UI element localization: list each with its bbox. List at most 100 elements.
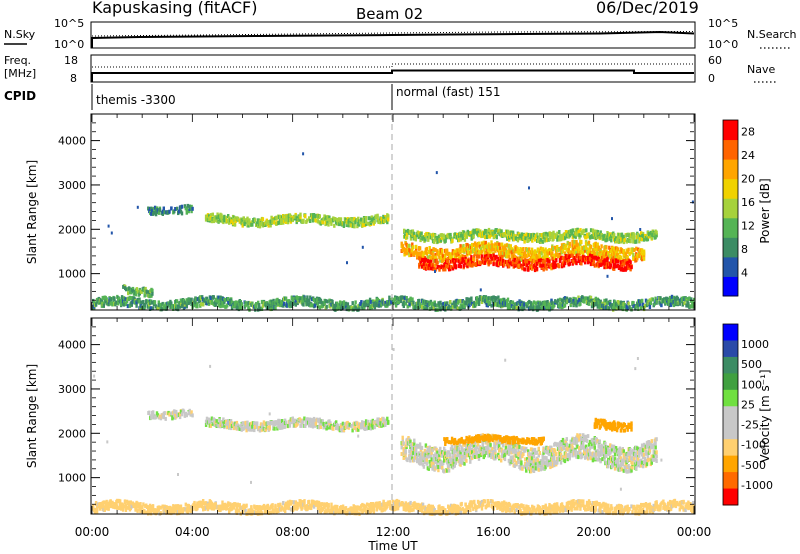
data-cell: [493, 441, 496, 446]
data-cell: [401, 295, 405, 300]
data-cell: [153, 205, 157, 210]
data-cell: [489, 249, 492, 254]
data-cell: [416, 251, 420, 256]
data-cell: [264, 427, 267, 432]
data-cell: [461, 257, 464, 262]
data-cell: [379, 418, 382, 422]
data-cell: [643, 303, 647, 308]
data-cell: [131, 286, 135, 291]
data-cell: [273, 220, 276, 225]
data-cell: [276, 297, 279, 302]
data-cell: [639, 251, 642, 256]
data-cell: [483, 260, 487, 265]
data-cell: [351, 428, 354, 433]
data-cell: [537, 236, 541, 241]
data-cell: [626, 260, 629, 265]
data-cell: [481, 443, 484, 448]
data-cell: [490, 455, 493, 459]
data-cell: [521, 255, 524, 260]
data-cell: [113, 296, 116, 301]
data-cell: [335, 426, 338, 431]
colorbar-swatch: [723, 198, 738, 219]
data-cell: [552, 260, 555, 264]
data-cell: [534, 237, 537, 242]
data-cell: [560, 237, 563, 242]
data-cell: [179, 409, 183, 414]
data-cell: [487, 253, 490, 258]
data-cell: [466, 243, 469, 247]
data-cell: [360, 219, 363, 224]
data-cell: [229, 426, 233, 431]
data-cell: [510, 247, 513, 252]
data-cell: [574, 258, 577, 263]
data-cell: [532, 300, 536, 305]
data-cell: [150, 300, 154, 305]
data-cell: [640, 305, 643, 310]
data-cell: [585, 296, 588, 301]
colorbar-swatch: [723, 178, 738, 199]
data-cell: [415, 448, 418, 452]
data-cell: [678, 301, 681, 306]
data-cell: [102, 301, 105, 306]
data-cell: [118, 296, 121, 301]
data-cell: [574, 234, 577, 239]
data-cell: [490, 452, 493, 457]
data-cell: [491, 446, 494, 451]
data-cell: [362, 421, 366, 425]
data-cell: [409, 453, 412, 458]
data-cell: [158, 207, 162, 212]
data-cell: [610, 238, 613, 243]
data-cell: [291, 416, 294, 421]
data-cell: [449, 252, 453, 257]
data-cell: [563, 303, 567, 308]
data-cell: [472, 232, 475, 236]
data-cell: [579, 233, 582, 238]
data-cell: [548, 237, 551, 242]
data-cell: [521, 307, 524, 312]
data-cell: [360, 217, 363, 222]
data-cell: [588, 253, 592, 258]
data-cell: [382, 423, 385, 428]
data-cell: [493, 231, 496, 236]
data-cell: [639, 234, 642, 239]
colorbar-swatch: [723, 139, 738, 160]
data-cell: [469, 446, 472, 451]
data-cell: [447, 468, 451, 473]
data-cell: [242, 216, 245, 221]
data-cell: [489, 442, 492, 447]
data-cell: [577, 295, 580, 300]
data-cell: [470, 296, 473, 301]
data-cell: [437, 301, 440, 306]
data-cell: [462, 230, 466, 235]
data-cell: [545, 305, 548, 310]
data-cell: [483, 453, 486, 458]
data-cell: [637, 303, 640, 308]
data-cell: [616, 247, 620, 252]
data-cell: [604, 302, 607, 307]
data-cell: [371, 299, 375, 304]
data-cell: [668, 298, 671, 303]
data-cell: [434, 267, 437, 272]
data-cell: [528, 252, 531, 257]
data-cell: [477, 230, 480, 235]
data-cell: [178, 415, 182, 420]
data-cell: [244, 425, 247, 430]
data-cell: [483, 450, 486, 455]
data-cell: [459, 299, 462, 303]
data-cell: [587, 240, 591, 245]
data-cell: [628, 305, 631, 310]
data-cell: [258, 224, 262, 229]
data-cell: [551, 234, 554, 239]
data-cell: [174, 207, 177, 211]
data-cell: [157, 300, 160, 305]
data-cell: [183, 204, 187, 209]
data-cell: [443, 458, 446, 463]
data-cell: [415, 247, 418, 252]
data-cell: [497, 452, 500, 457]
data-cell: [228, 220, 231, 225]
data-cell: [440, 233, 443, 238]
data-cell: [471, 450, 474, 455]
data-cell: [565, 296, 569, 301]
data-cell: [456, 306, 460, 311]
data-cell: [211, 421, 214, 426]
